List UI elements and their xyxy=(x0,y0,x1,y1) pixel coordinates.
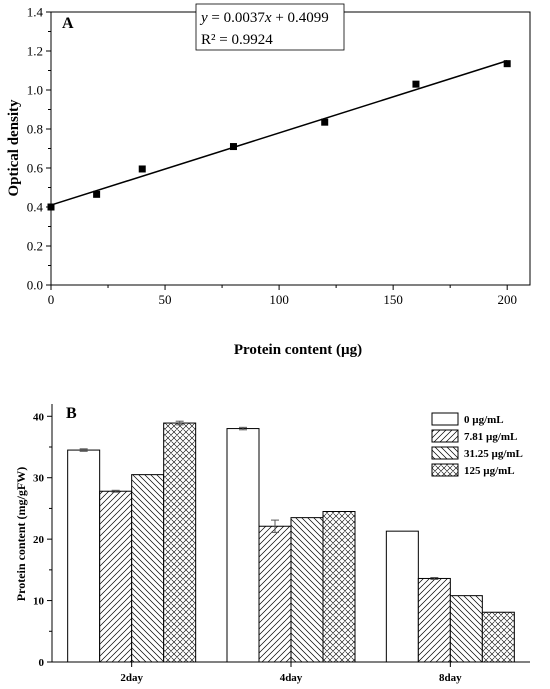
bar xyxy=(67,449,101,663)
y-tick-label: 20 xyxy=(33,534,45,546)
legend-label: 7.81 µg/mL xyxy=(464,431,517,443)
y-tick-label: 30 xyxy=(33,473,45,485)
y-tick-label: 1.0 xyxy=(27,83,43,98)
bar xyxy=(385,530,419,663)
x-tick-label: 100 xyxy=(269,292,289,307)
y-tick-label: 0.2 xyxy=(27,239,43,254)
data-point xyxy=(229,143,237,151)
bar xyxy=(99,490,133,663)
bar xyxy=(163,422,197,663)
bar xyxy=(417,577,451,663)
bar xyxy=(258,525,292,663)
legend-label: 0 µg/mL xyxy=(464,414,504,426)
panel-label: A xyxy=(62,15,74,32)
legend-swatch xyxy=(431,446,459,460)
x-tick-label: 8day xyxy=(439,672,462,684)
data-point xyxy=(503,60,511,68)
x-tick-label: 50 xyxy=(159,292,172,307)
plot-frame xyxy=(50,11,531,286)
data-point xyxy=(93,190,101,198)
legend-swatch xyxy=(431,429,459,443)
y-tick-label: 0.4 xyxy=(27,200,44,215)
bar xyxy=(226,428,260,663)
panel-label: B xyxy=(66,405,77,422)
y-axis: 0.0 0.2 0.4 0.6 0.8 1.0 1.2 1.4 xyxy=(27,5,51,293)
y-tick-label: 40 xyxy=(33,411,45,423)
legend-label: 125 µg/mL xyxy=(464,465,515,477)
bar xyxy=(481,611,515,663)
legend: 0 µg/mL 7.81 µg/mL 31.25 µg/mL 125 µg/mL xyxy=(431,412,523,477)
x-tick-label: 150 xyxy=(383,292,403,307)
panel-a-scatter: 0.00.20.40.60.81.01.21.4 0 50 100 150 200 A … xyxy=(6,3,531,358)
y-tick-label: 1.2 xyxy=(27,44,43,59)
y-tick-label: 10 xyxy=(33,596,45,608)
data-point xyxy=(47,203,55,211)
bar xyxy=(322,511,356,663)
x-tick-label: 200 xyxy=(497,292,517,307)
bars xyxy=(67,420,515,663)
y-tick-label: 1.4 xyxy=(27,5,44,20)
bar xyxy=(449,595,483,663)
legend-label: 31.25 µg/mL xyxy=(464,448,523,460)
r-squared: R² = 0.9924 xyxy=(201,32,273,48)
y-tick-label: 0.6 xyxy=(27,161,44,176)
legend-swatch xyxy=(431,463,459,477)
x-axis: 0 50 100 150 200 xyxy=(48,285,517,307)
y-axis-label: Protein content (mg/gFW) xyxy=(14,467,28,601)
data-points xyxy=(47,60,511,211)
bar xyxy=(131,474,165,663)
data-point xyxy=(138,165,146,173)
y-tick-label: 0.8 xyxy=(27,122,43,137)
y-tick-label: 0.0 xyxy=(27,278,43,293)
panel-b-bar: 0 10 20 30 40 2day 4day 8day B Protein content … xyxy=(14,404,530,684)
x-tick-label: 0 xyxy=(48,292,55,307)
bar xyxy=(290,517,324,663)
data-point xyxy=(321,118,329,126)
regression-equation: y = 0.0037x + 0.4099 xyxy=(199,10,329,26)
fit-line xyxy=(50,60,508,206)
x-tick-label: 4day xyxy=(280,672,303,684)
data-point xyxy=(412,80,420,88)
equation-box xyxy=(195,3,345,51)
y-tick-label: 0 xyxy=(39,657,45,669)
axes: 0 10 20 30 40 2day 4day 8day xyxy=(33,404,530,684)
y-axis-label: Optical density xyxy=(6,99,22,197)
legend-swatch xyxy=(431,412,459,426)
x-axis-label: Protein content (µg) xyxy=(234,342,362,358)
x-tick-label: 2day xyxy=(120,672,143,684)
